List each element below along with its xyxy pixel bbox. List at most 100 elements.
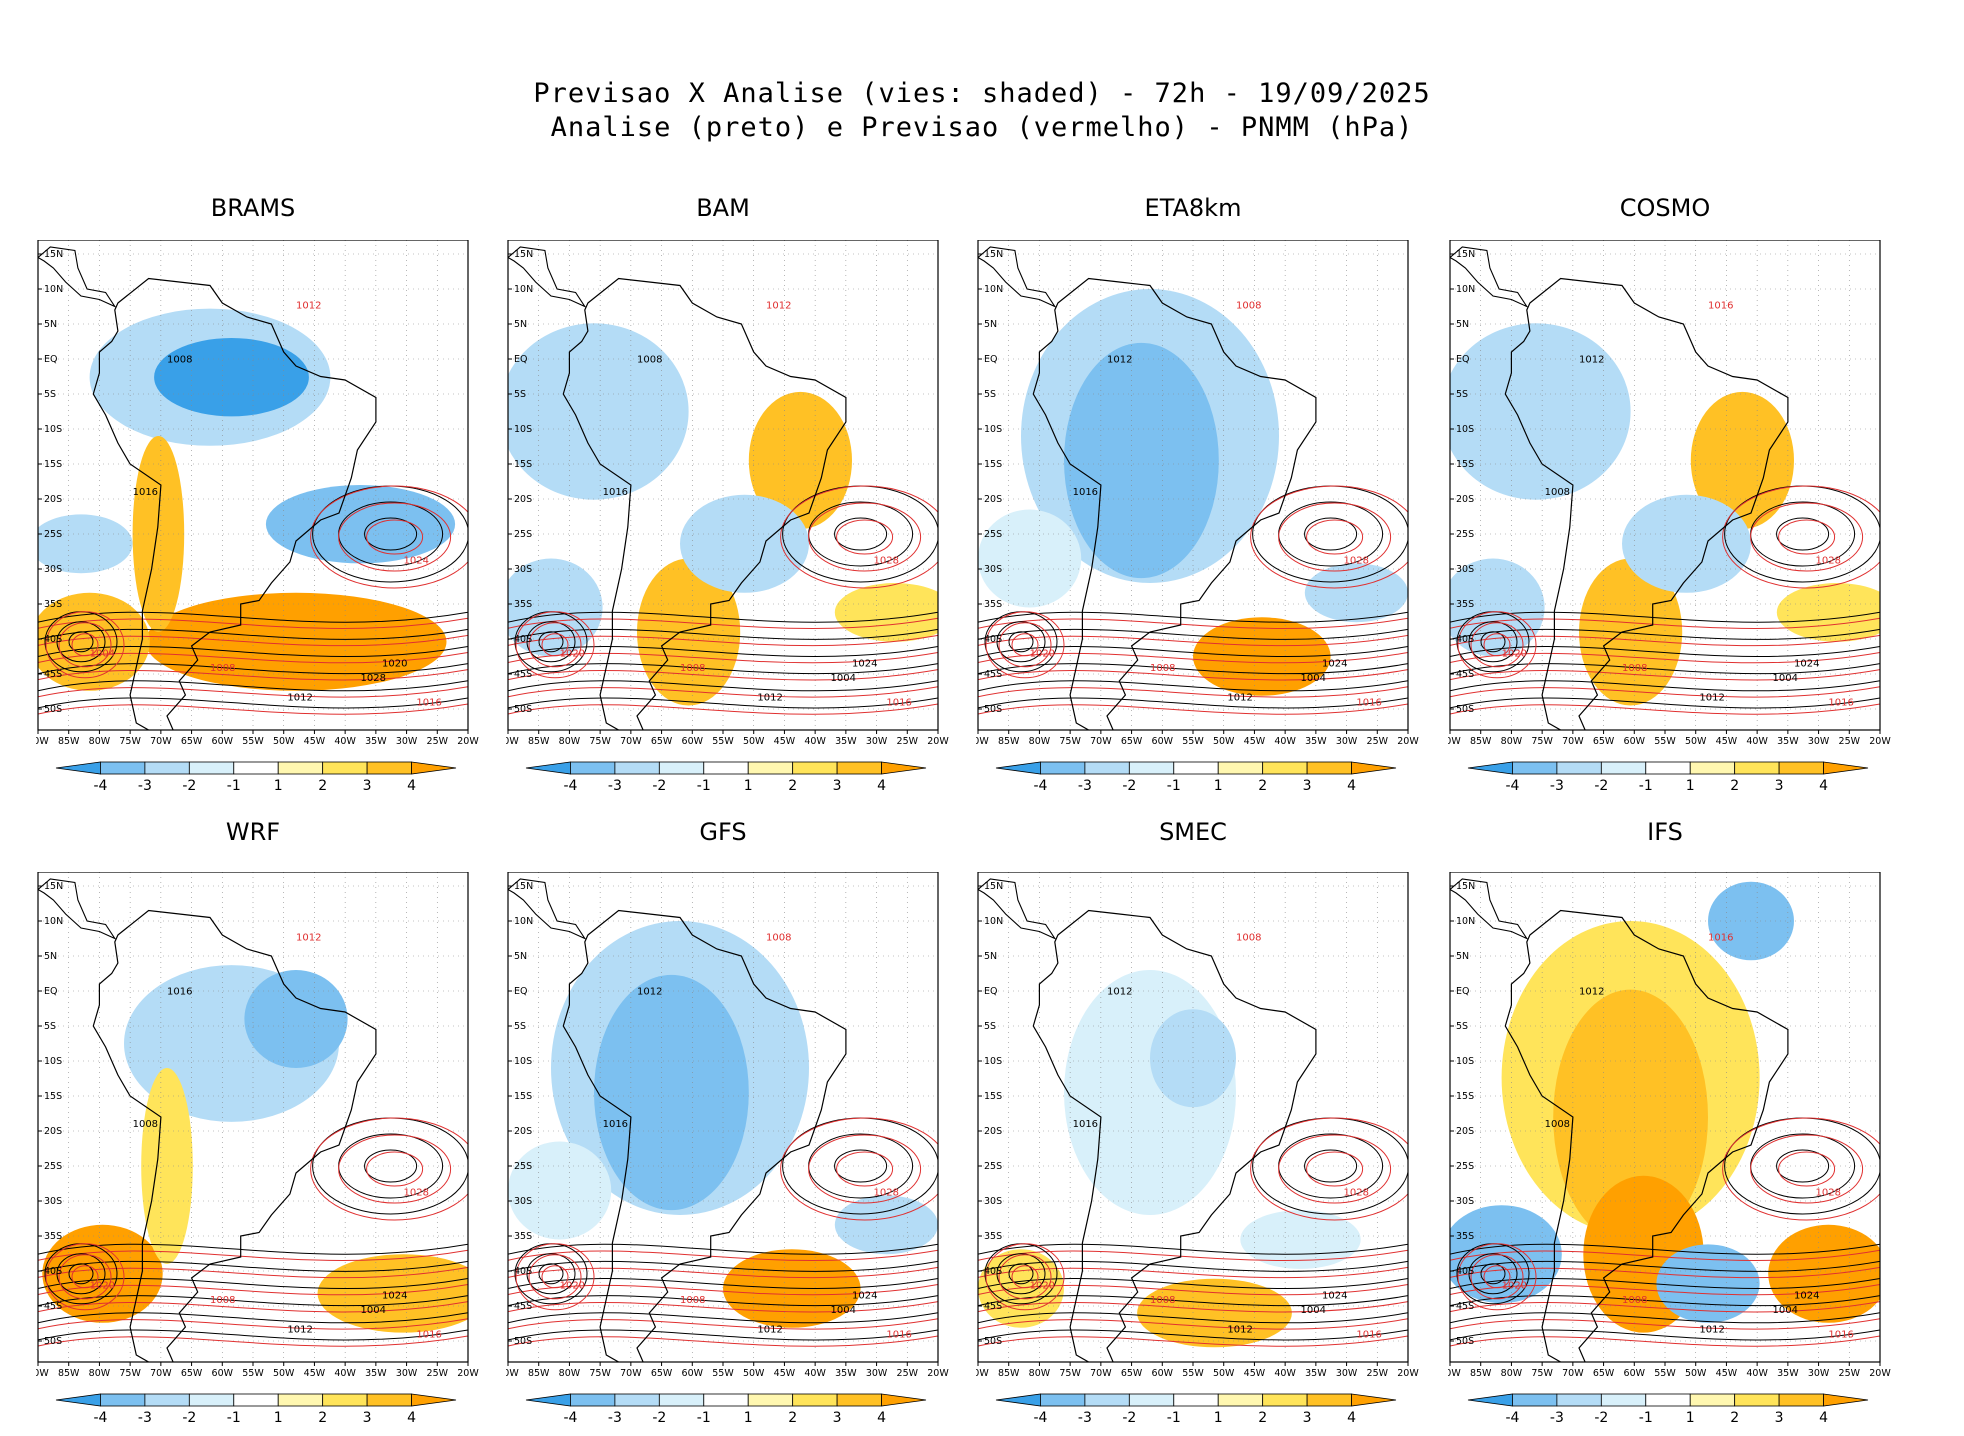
colorbar-wrf: -4 -3 -2 -1 1 2 3 4 (55, 1393, 457, 1426)
colorbar-label: 4 (407, 1410, 416, 1426)
lon-tick-label: 30W (1336, 1368, 1358, 1379)
colorbar-brams: -4 -3 -2 -1 1 2 3 4 (55, 761, 457, 794)
bias-shade (145, 592, 447, 691)
lat-tick-label: 50S (1456, 704, 1474, 715)
lon-tick-label: 80W (559, 736, 581, 747)
isobar-label: 1004 (90, 649, 115, 660)
colorbar-label: -3 (1550, 1410, 1564, 1426)
colorbar-label: -4 (563, 778, 577, 794)
coastline-central-america (978, 246, 1057, 308)
isobar-label: 1028 (874, 555, 899, 566)
lon-tick-label: 45W (1244, 736, 1266, 747)
bias-shade (508, 1141, 612, 1240)
lat-tick-label: 35S (1456, 599, 1474, 610)
isobar-label: 1024 (852, 658, 877, 669)
lon-tick-label: 35W (1305, 736, 1327, 747)
colorbar-label: -2 (1594, 1410, 1608, 1426)
lat-tick-label: 50S (514, 704, 532, 715)
lon-tick-label: 80W (89, 1368, 111, 1379)
bias-shade (508, 558, 603, 657)
colorbar-label: -4 (93, 1410, 107, 1426)
colorbar-label: -4 (563, 1410, 577, 1426)
isobar-label: 1016 (1708, 301, 1733, 312)
lon-tick-label: 45W (1244, 1368, 1266, 1379)
isobar-label: 1008 (766, 933, 791, 944)
colorbar-label: 4 (1347, 778, 1356, 794)
lon-tick-label: 50W (743, 736, 765, 747)
isobar-label: 1008 (680, 663, 705, 674)
isobar-label: 1028 (404, 1187, 429, 1198)
lon-tick-label: 30W (396, 736, 418, 747)
lat-tick-label: 15N (44, 881, 63, 892)
panel-title-gfs: GFS (699, 818, 747, 846)
lon-tick-label: 50W (1685, 736, 1707, 747)
bias-shade (1064, 342, 1219, 579)
lat-tick-label: 10N (514, 916, 533, 927)
lon-tick-label: 45W (304, 736, 326, 747)
isobar-label: 1004 (831, 673, 856, 684)
isobar-label: 1008 (1236, 933, 1261, 944)
colorbar-label: 4 (407, 778, 416, 794)
lat-tick-label: 10S (984, 1056, 1002, 1067)
isobar-label: 1028 (1816, 555, 1841, 566)
colorbar-bam: -4 -3 -2 -1 1 2 3 4 (525, 761, 927, 794)
lat-tick-label: 35S (1456, 1231, 1474, 1242)
isobar-label: 1008 (1545, 487, 1570, 498)
lat-tick-label: 20S (514, 1126, 532, 1137)
lon-tick-label: 45W (304, 1368, 326, 1379)
figure-title-line-1: Previsao X Analise (vies: shaded) - 72h … (533, 78, 1431, 109)
isobar-label: 1004 (1301, 673, 1326, 684)
isobar-label: 1020 (1030, 649, 1055, 660)
isobar-label: 1028 (1344, 1187, 1369, 1198)
isobars (1450, 485, 1880, 715)
isobar-label: 1012 (1107, 987, 1132, 998)
colorbar-label: 2 (788, 778, 797, 794)
lon-tick-label: 45W (1716, 736, 1738, 747)
lon-tick-label: 90W (1448, 736, 1461, 747)
panel-title-brams: BRAMS (210, 194, 296, 222)
isobar-label: 1016 (1356, 698, 1381, 709)
lat-tick-label: 10S (514, 1056, 532, 1067)
lat-tick-label: 5S (514, 1021, 526, 1032)
isobar-label: 1016 (603, 487, 628, 498)
lon-tick-label: 80W (559, 1368, 581, 1379)
lat-tick-label: 25S (1456, 1161, 1474, 1172)
lat-tick-label: 15N (1456, 249, 1475, 260)
colorbar-label: -4 (1033, 1410, 1047, 1426)
lat-tick-label: 45S (44, 669, 62, 680)
lat-tick-label: 45S (984, 669, 1002, 680)
bias-shade (748, 391, 852, 530)
isobar-label: 1012 (1699, 1325, 1724, 1336)
colorbar-label: -2 (1594, 778, 1608, 794)
bias-shade (1450, 323, 1631, 500)
map-panel-eta8km: 1012 1008 1016 1020 1024 1028 1004 1008 1012 1016… (976, 240, 1419, 747)
lon-tick-label: 75W (1059, 1368, 1081, 1379)
lat-tick-label: 30S (984, 1196, 1002, 1207)
lon-tick-label: 55W (712, 1368, 734, 1379)
map-panel-brams: 1008 1012 1016 1004 1020 1024 1028 1008 1012 1016… (36, 240, 479, 747)
bias-shade (1553, 989, 1708, 1245)
isobar-label: 1012 (296, 933, 321, 944)
lon-tick-label: 65W (651, 736, 673, 747)
colorbar-label: 2 (1730, 778, 1739, 794)
lon-tick-label: 65W (1121, 736, 1143, 747)
lon-tick-label: 25W (1839, 1368, 1861, 1379)
isobar-label: 1024 (404, 555, 429, 566)
lat-tick-label: 5N (984, 951, 997, 962)
isobar-label: 1028 (874, 1187, 899, 1198)
isobar-label: 1028 (1816, 1187, 1841, 1198)
lat-tick-label: 15N (44, 249, 63, 260)
lat-tick-label: 30S (1456, 564, 1474, 575)
lon-tick-label: 90W (36, 736, 49, 747)
colorbar-label: 3 (833, 1410, 842, 1426)
lon-tick-label: 65W (1593, 1368, 1615, 1379)
lat-tick-label: 10N (984, 284, 1003, 295)
lon-tick-label: 30W (1808, 736, 1830, 747)
isobar-label: 1008 (1150, 663, 1175, 674)
isobar-label: 1024 (1794, 1290, 1819, 1301)
lat-tick-label: 5N (514, 319, 527, 330)
lon-tick-label: 60W (212, 1368, 234, 1379)
lat-tick-label: 15S (514, 459, 532, 470)
bias-shade (978, 509, 1082, 608)
lat-tick-label: 15N (514, 249, 533, 260)
